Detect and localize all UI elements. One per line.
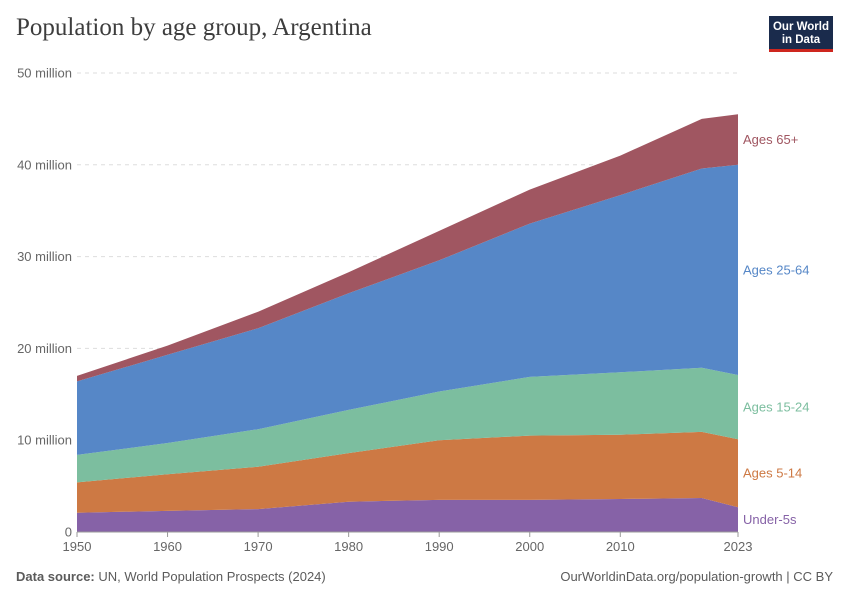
owid-logo[interactable]: Our World in Data: [769, 16, 833, 52]
series-label-age25_64: Ages 25-64: [743, 262, 810, 277]
x-tick-label: 1960: [153, 539, 182, 554]
y-tick-label: 10 million: [17, 433, 72, 448]
series-label-age5_14: Ages 5-14: [743, 466, 802, 481]
logo-line-1: Our World: [772, 21, 829, 33]
y-tick-label: 40 million: [17, 157, 72, 172]
y-tick-label: 0: [65, 525, 72, 540]
series-label-under5: Under-5s: [743, 512, 797, 527]
area-series: [77, 114, 738, 532]
chart-title: Population by age group, Argentina: [16, 14, 372, 41]
source-link[interactable]: OurWorldinData.org/population-growth | C…: [560, 569, 833, 584]
area-age5_14[interactable]: [77, 431, 738, 513]
logo-line-2: in Data: [781, 34, 821, 46]
axes: 0 10 million 20 million 30 million 40 millio…: [17, 66, 752, 555]
series-label-age65plus: Ages 65+: [743, 132, 798, 147]
series-labels: Under-5s Ages 5-14 Ages 15-24 Ages 25-64 Age…: [743, 132, 810, 527]
x-tick-label: 2023: [724, 539, 753, 554]
y-tick-label: 30 million: [17, 249, 72, 264]
x-tick-label: 1950: [63, 539, 92, 554]
series-label-age15_24: Ages 15-24: [743, 400, 810, 415]
x-tick-label: 1990: [425, 539, 454, 554]
x-tick-label: 1980: [334, 539, 363, 554]
data-source-text: UN, World Population Prospects (2024): [98, 569, 326, 584]
x-tick-label: 1970: [244, 539, 273, 554]
x-tick-label: 2010: [606, 539, 635, 554]
area-age15_24[interactable]: [77, 367, 738, 483]
x-tick-label: 2000: [515, 539, 544, 554]
area-age65plus[interactable]: [77, 114, 738, 382]
area-age25_64[interactable]: [77, 164, 738, 455]
y-tick-label: 20 million: [17, 341, 72, 356]
y-tick-label: 50 million: [17, 66, 72, 81]
data-source-label: Data source:: [16, 569, 95, 584]
area-under5[interactable]: [77, 498, 738, 532]
data-source: Data source: UN, World Population Prospe…: [16, 569, 326, 584]
